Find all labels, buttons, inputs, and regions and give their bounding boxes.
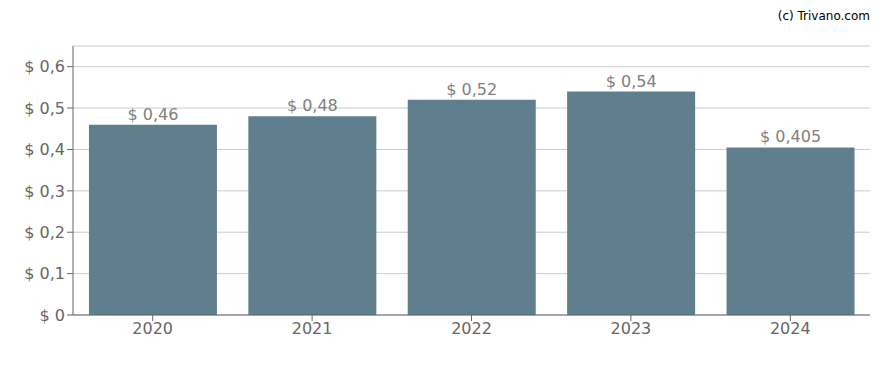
svg-text:2022: 2022 <box>451 319 492 338</box>
svg-text:$ 0,52: $ 0,52 <box>446 80 497 99</box>
svg-text:2021: 2021 <box>292 319 333 338</box>
svg-text:$ 0,48: $ 0,48 <box>287 96 338 115</box>
svg-text:$ 0,6: $ 0,6 <box>24 57 65 76</box>
svg-text:$ 0,4: $ 0,4 <box>24 140 65 159</box>
svg-text:$ 0,54: $ 0,54 <box>606 72 657 91</box>
svg-text:$ 0,3: $ 0,3 <box>24 182 65 201</box>
svg-text:$ 0,2: $ 0,2 <box>24 223 65 242</box>
svg-text:$ 0,5: $ 0,5 <box>24 99 65 118</box>
svg-text:$ 0,1: $ 0,1 <box>24 264 65 283</box>
svg-text:2023: 2023 <box>611 319 652 338</box>
svg-text:2020: 2020 <box>132 319 173 338</box>
html-text:(c) Trivano.com: (c) Trivano.com <box>777 9 870 23</box>
svg-text:$ 0,46: $ 0,46 <box>127 105 178 124</box>
svg-text:$ 0,405: $ 0,405 <box>760 127 821 146</box>
svg-text:$ 0: $ 0 <box>40 306 65 325</box>
svg-text:2024: 2024 <box>770 319 811 338</box>
